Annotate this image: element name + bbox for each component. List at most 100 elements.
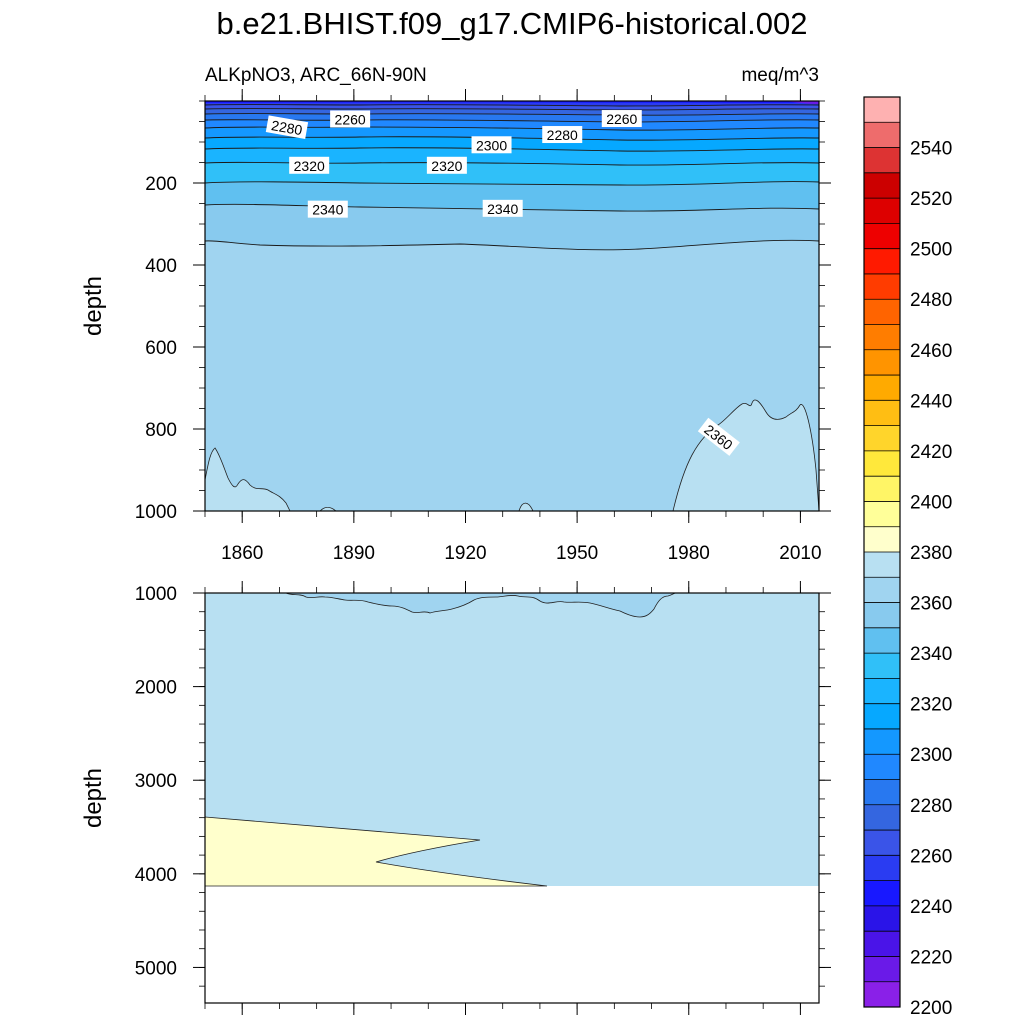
- contour-label: 2340: [482, 199, 523, 217]
- contour-label-box: [697, 417, 740, 456]
- contour-line-2315: [205, 161, 819, 166]
- colorbar-label: 2540: [910, 139, 952, 160]
- colorbar-label: 2460: [910, 341, 952, 362]
- colorbar-swatch: [864, 324, 900, 351]
- colorbar-label: 2360: [910, 594, 952, 615]
- lower-axis-ticks: 1000 2000 3000 4000 5000: [135, 581, 831, 1015]
- contour-label: 2320: [289, 156, 330, 174]
- fill-band-2380-2390: [205, 816, 548, 887]
- x-tick-label: 1920: [444, 543, 486, 564]
- contour-label-text: 2280: [270, 117, 304, 138]
- y-tick-label: 2000: [135, 678, 177, 699]
- colorbar-swatch: [864, 122, 900, 148]
- contour-label-box: [426, 156, 467, 174]
- y-tick-label: 200: [145, 174, 177, 195]
- colorbar-swatch: [864, 678, 900, 705]
- lower-contour-fills: [205, 593, 819, 887]
- contour-label-text: 2340: [487, 201, 518, 217]
- contour-label-box: [601, 110, 642, 128]
- colorbar-swatch: [864, 172, 900, 199]
- contour-label: 2320: [426, 156, 467, 174]
- colorbar-swatch: [864, 830, 900, 856]
- colorbar-swatch: [864, 754, 900, 780]
- colorbar-swatch: [864, 501, 900, 528]
- colorbar-label: 2300: [910, 745, 952, 766]
- contour-label-text: 2320: [431, 158, 462, 174]
- colorbar-label: 2340: [910, 644, 952, 665]
- y-tick-label: 1000: [135, 584, 177, 605]
- colorbar-swatch: [864, 804, 900, 831]
- colorbar-swatch: [864, 728, 900, 755]
- colorbar-swatch: [864, 552, 900, 578]
- contour-label: 2280: [265, 115, 309, 140]
- contour-label-box: [482, 199, 523, 217]
- colorbar-swatch: [864, 577, 900, 603]
- colorbar-swatch: [864, 450, 900, 477]
- colorbar-swatch: [864, 198, 900, 224]
- colorbar-label: 2500: [910, 240, 952, 261]
- y-tick-label: 1000: [135, 502, 177, 523]
- subtitle-units: meq/m^3: [741, 65, 819, 86]
- contour-label: 2260: [330, 110, 371, 128]
- colorbar-swatch: [864, 703, 900, 730]
- colorbar-label: 2260: [910, 846, 952, 867]
- colorbar-swatch: [864, 273, 900, 300]
- y-tick-label: 3000: [135, 771, 177, 792]
- upper-y-axis-label: depth: [80, 276, 107, 336]
- fill-region-2360-right: [672, 399, 819, 511]
- contour-label: 2340: [307, 200, 348, 218]
- colorbar-swatch: [864, 956, 900, 983]
- lower-y-axis-label: depth: [80, 768, 107, 828]
- lower-panel: 1000 2000 3000 4000 5000 depth: [80, 581, 831, 1015]
- colorbar-label: 2200: [910, 998, 952, 1019]
- y-tick-label: 800: [145, 420, 177, 441]
- colorbar-swatch: [864, 349, 900, 376]
- y-tick-label: 4000: [135, 865, 177, 886]
- contour-label-text: 2280: [547, 127, 578, 143]
- colorbar-swatch: [864, 880, 900, 907]
- colorbar-swatch: [864, 299, 900, 325]
- lower-plot-frame: [204, 592, 820, 1004]
- contour-line-2265: [205, 113, 819, 116]
- colorbar-label: 2480: [910, 290, 952, 311]
- contour-label-box: [289, 156, 330, 174]
- contour-label-text: 2320: [294, 158, 325, 174]
- contour-line-2245: [205, 104, 819, 107]
- contour-label-box: [307, 200, 348, 218]
- colorbar-swatch: [864, 425, 900, 452]
- upper-axis-ticks: 200 400 600 800 1000 1860 1890 1920 1950 1980 2010: [135, 89, 831, 564]
- colorbar-swatch: [864, 400, 900, 427]
- contour-label: 2300: [471, 136, 512, 154]
- x-tick-label: 2010: [779, 543, 821, 564]
- fill-band-2200-2220: [785, 101, 819, 104]
- colorbar-swatch: [864, 147, 900, 174]
- fill-band-2350-2360: [285, 593, 677, 618]
- colorbar-swatch: [864, 855, 900, 882]
- colorbar-swatch: [864, 981, 900, 1008]
- fill-region-2360-left: [205, 447, 291, 511]
- chart-title: b.e21.BHIST.f09_g17.CMIP6-historical.002: [216, 6, 807, 41]
- colorbar-label: 2400: [910, 492, 952, 513]
- colorbar-swatch: [864, 526, 900, 553]
- colorbar-label: 2320: [910, 695, 952, 716]
- colorbar-label: 2440: [910, 391, 952, 412]
- colorbar-label: 2240: [910, 897, 952, 918]
- colorbar-swatch: [864, 602, 900, 629]
- colorbar: 2540 2520 2500 2480 2460 2440 2420 2400 2380 2360…: [863, 96, 952, 1019]
- y-tick-label: 400: [145, 256, 177, 277]
- x-tick-label: 1980: [668, 543, 710, 564]
- colorbar-label: 2520: [910, 189, 952, 210]
- colorbar-swatch: [864, 375, 900, 401]
- colorbar-label: 2220: [910, 947, 952, 968]
- colorbar-label: 2420: [910, 442, 952, 463]
- y-tick-label: 600: [145, 338, 177, 359]
- x-tick-label: 1860: [221, 543, 263, 564]
- contour-label: 2260: [601, 110, 642, 128]
- colorbar-swatch: [864, 779, 900, 806]
- colorbar-swatch: [864, 627, 900, 654]
- colorbar-swatch: [864, 905, 900, 932]
- colorbar-label: 2380: [910, 543, 952, 564]
- contour-label-text: 2340: [312, 202, 343, 218]
